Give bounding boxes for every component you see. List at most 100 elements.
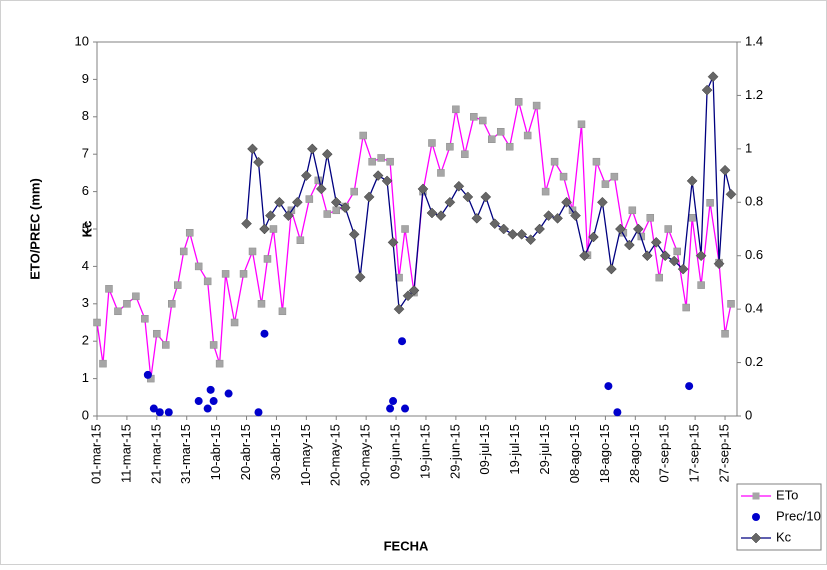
point bbox=[194, 262, 203, 271]
point bbox=[632, 223, 644, 235]
point bbox=[274, 196, 285, 208]
x-tick-label: 19-jul-15 bbox=[507, 424, 522, 475]
point bbox=[263, 255, 272, 263]
point bbox=[215, 359, 224, 368]
point bbox=[386, 157, 394, 166]
point bbox=[592, 157, 601, 166]
point bbox=[685, 382, 694, 391]
point bbox=[408, 285, 420, 296]
point bbox=[105, 285, 113, 293]
point bbox=[257, 300, 266, 308]
point bbox=[727, 300, 735, 308]
point bbox=[278, 307, 287, 316]
point bbox=[389, 397, 398, 406]
point bbox=[695, 250, 707, 262]
point bbox=[194, 397, 203, 406]
x-tick-label: 20-may-15 bbox=[328, 424, 343, 486]
y-tick-label: 4 bbox=[82, 258, 89, 273]
point bbox=[606, 263, 617, 275]
point bbox=[387, 237, 399, 248]
point bbox=[230, 318, 239, 327]
point bbox=[701, 84, 713, 96]
y-tick-label: 8 bbox=[82, 108, 89, 123]
point bbox=[697, 281, 705, 289]
point bbox=[381, 175, 393, 187]
x-tick-label: 31-mar-15 bbox=[178, 424, 193, 484]
point bbox=[254, 408, 263, 417]
point bbox=[123, 300, 131, 308]
point bbox=[248, 247, 257, 256]
point bbox=[241, 218, 252, 230]
legend-label: ETo bbox=[776, 487, 798, 502]
point bbox=[143, 370, 152, 379]
point bbox=[523, 131, 532, 140]
point bbox=[655, 273, 663, 282]
point bbox=[203, 404, 212, 413]
x-tick-label: 30-abr-15 bbox=[268, 424, 283, 480]
point bbox=[470, 113, 478, 121]
point bbox=[577, 120, 586, 129]
point bbox=[260, 329, 269, 338]
point bbox=[707, 71, 719, 83]
y-tick-label: 2 bbox=[82, 333, 89, 348]
point bbox=[386, 404, 395, 413]
point bbox=[359, 131, 367, 140]
point bbox=[332, 206, 341, 215]
point bbox=[488, 135, 496, 143]
point bbox=[453, 180, 465, 192]
point bbox=[368, 157, 376, 166]
y2-tick-label: 0.2 bbox=[745, 354, 763, 369]
point bbox=[677, 263, 689, 275]
point bbox=[682, 303, 690, 312]
point bbox=[350, 187, 358, 196]
point bbox=[615, 223, 626, 235]
point bbox=[559, 172, 568, 181]
x-tick-label: 18-ago-15 bbox=[597, 424, 612, 483]
point bbox=[461, 150, 469, 158]
x-tick-label: 17-sep-15 bbox=[687, 424, 702, 483]
x-tick-label: 09-jun-15 bbox=[388, 424, 403, 479]
point bbox=[339, 202, 351, 213]
point bbox=[269, 225, 278, 233]
legend-marker bbox=[752, 513, 760, 521]
point bbox=[516, 228, 528, 240]
point bbox=[306, 143, 318, 155]
point bbox=[514, 98, 523, 106]
point bbox=[471, 212, 483, 224]
point bbox=[480, 191, 492, 203]
point bbox=[613, 408, 622, 417]
y2-tick-label: 1 bbox=[745, 140, 752, 155]
y2-tick-label: 0.8 bbox=[745, 194, 763, 209]
point bbox=[597, 196, 608, 208]
x-tick-label: 08-ago-15 bbox=[567, 424, 582, 483]
point bbox=[428, 139, 436, 147]
point bbox=[570, 210, 581, 221]
point bbox=[224, 389, 233, 398]
point bbox=[588, 231, 599, 243]
point bbox=[650, 237, 662, 248]
y-tick-label: 10 bbox=[75, 33, 89, 48]
x-tick-label: 21-mar-15 bbox=[148, 424, 163, 484]
point bbox=[401, 404, 410, 413]
point bbox=[348, 228, 360, 240]
point bbox=[686, 175, 698, 187]
y-axis-label: ETO/PREC (mm) bbox=[27, 178, 42, 280]
point bbox=[265, 210, 276, 221]
point bbox=[489, 218, 501, 230]
point bbox=[601, 180, 610, 188]
y-tick-label: 0 bbox=[82, 407, 89, 422]
point bbox=[221, 270, 230, 278]
point bbox=[99, 359, 107, 368]
point bbox=[259, 223, 270, 235]
legend-label: Prec/10 bbox=[776, 508, 821, 523]
point bbox=[561, 196, 572, 208]
point bbox=[550, 157, 559, 166]
point bbox=[541, 187, 550, 196]
x-tick-label: 28-ago-15 bbox=[627, 424, 642, 483]
point bbox=[435, 210, 447, 221]
point bbox=[496, 128, 505, 136]
point bbox=[283, 210, 294, 221]
x-tick-label: 20-abr-15 bbox=[238, 424, 253, 480]
legend-marker bbox=[750, 532, 762, 544]
